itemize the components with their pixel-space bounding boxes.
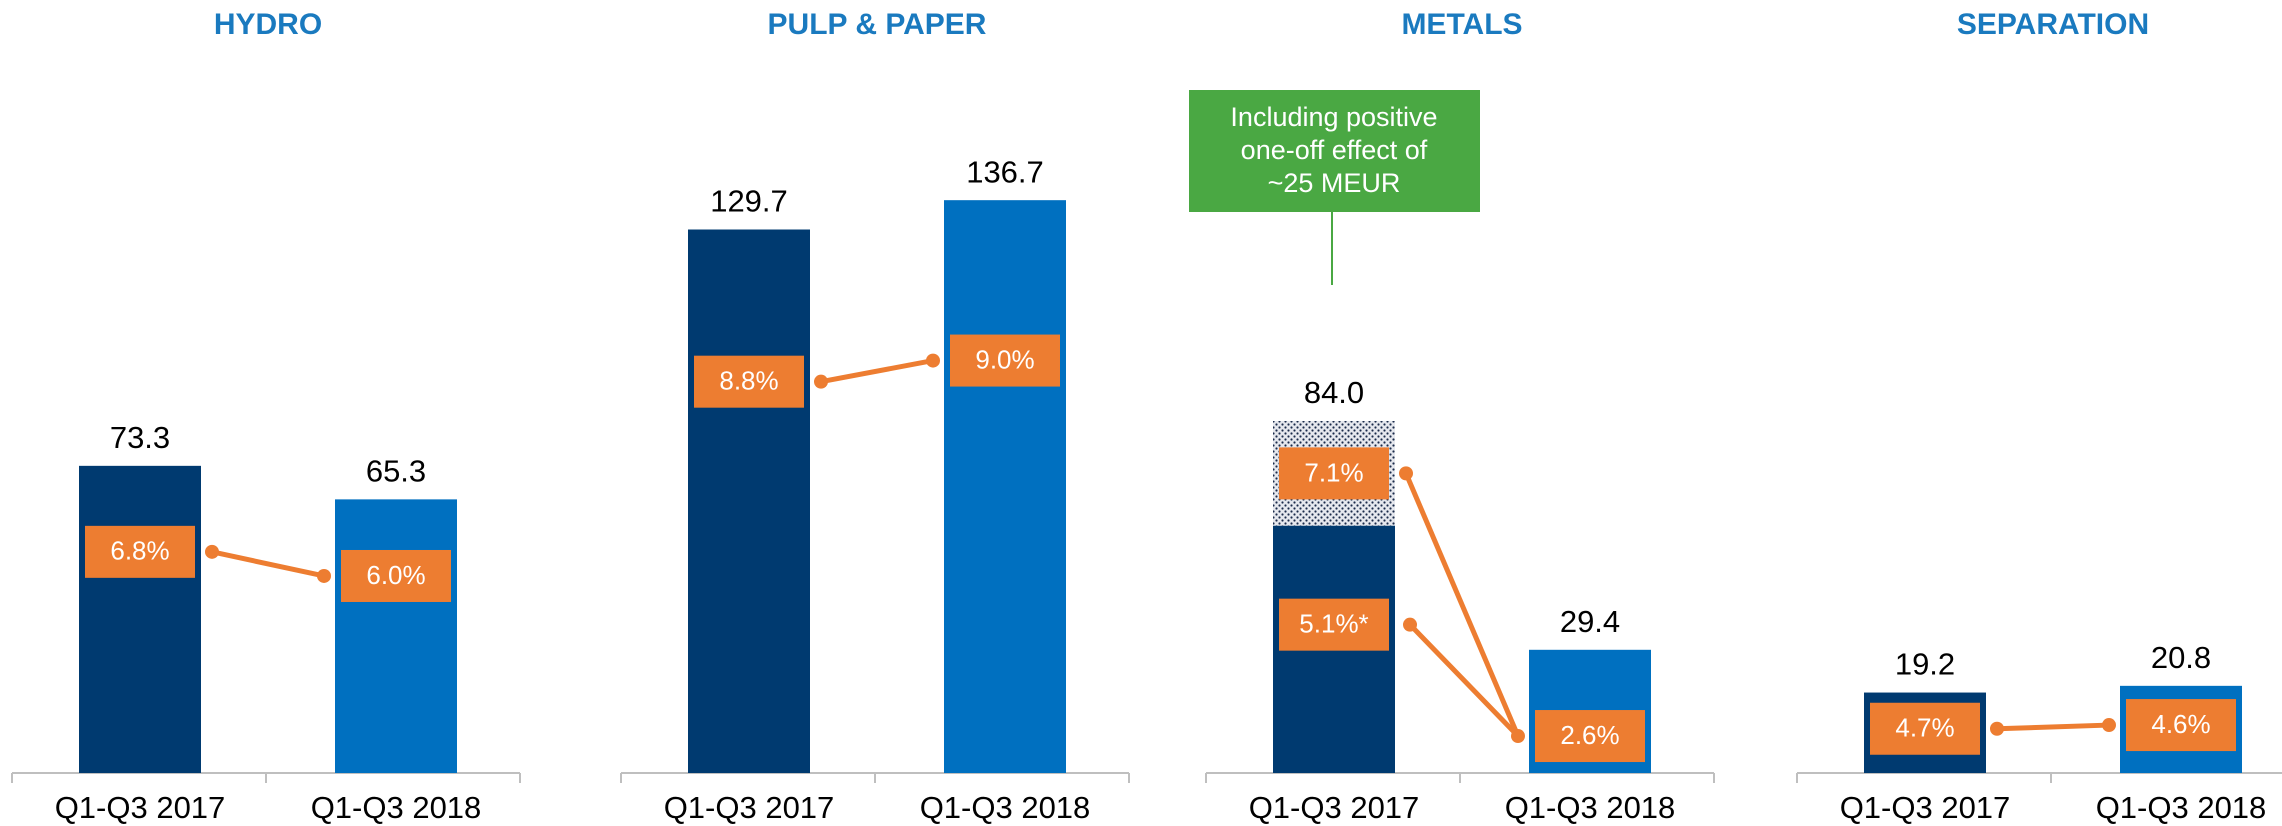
margin-line [1403,472,1521,738]
annotation-box [1189,90,1480,212]
value-label: 29.4 [1560,604,1620,639]
margin-box [694,355,804,408]
annotation-text: ~25 MEUR [1268,168,1401,198]
adjusted-margin-line [1408,622,1520,738]
panel-title: SEPARATION [1957,8,2149,41]
value-label: 136.7 [966,154,1044,189]
value-label: 129.7 [710,184,788,219]
margin-label: 4.6% [2151,709,2210,739]
category-label: Q1-Q3 2018 [311,790,482,825]
bar [944,200,1066,774]
margin-point [1403,617,1417,632]
margin-point [1511,729,1525,744]
bar [688,229,810,773]
margin-label: 4.7% [1895,713,1954,743]
margin-point [205,544,219,559]
margin-box [341,549,451,602]
margin-box [1535,710,1645,763]
panel-title: PULP & PAPER [768,8,987,41]
margin-label: 8.8% [719,366,778,396]
margin-box [1870,702,1980,755]
bar [79,465,201,773]
category-label: Q1-Q3 2018 [2096,790,2267,825]
bar [335,499,457,773]
margin-label: 5.1%* [1299,609,1368,639]
margin-point [317,568,331,583]
margin-point [1399,466,1413,481]
value-label: 84.0 [1304,375,1364,410]
margin-line [820,358,934,385]
category-label: Q1-Q3 2017 [664,790,835,825]
value-label: 65.3 [366,454,426,489]
margin-line [1996,722,2110,732]
panel-title: HYDRO [214,8,322,41]
margin-box [1279,447,1389,500]
margin-point [926,353,940,368]
value-label: 73.3 [110,420,170,455]
margin-label: 2.6% [1560,720,1619,750]
margin-label: 6.8% [110,536,169,566]
margin-box [950,334,1060,387]
category-label: Q1-Q3 2017 [1840,790,2011,825]
value-label: 20.8 [2151,640,2211,675]
margin-box [1279,598,1389,651]
margin-box [85,525,195,578]
panel-title: METALS [1401,8,1522,41]
margin-box [2126,699,2236,752]
margin-point [2102,718,2116,733]
category-label: Q1-Q3 2017 [1249,790,1420,825]
margin-label: 6.0% [366,560,425,590]
category-label: Q1-Q3 2017 [55,790,226,825]
margin-point [1990,721,2004,736]
value-label: 19.2 [1895,647,1955,682]
margin-label: 7.1% [1304,457,1363,487]
margin-label: 9.0% [975,344,1034,374]
margin-line [211,549,325,579]
category-label: Q1-Q3 2018 [920,790,1091,825]
annotation-text: one-off effect of [1241,135,1428,165]
margin-point [814,374,828,389]
annotation-text: Including positive [1230,102,1437,132]
category-label: Q1-Q3 2018 [1505,790,1676,825]
